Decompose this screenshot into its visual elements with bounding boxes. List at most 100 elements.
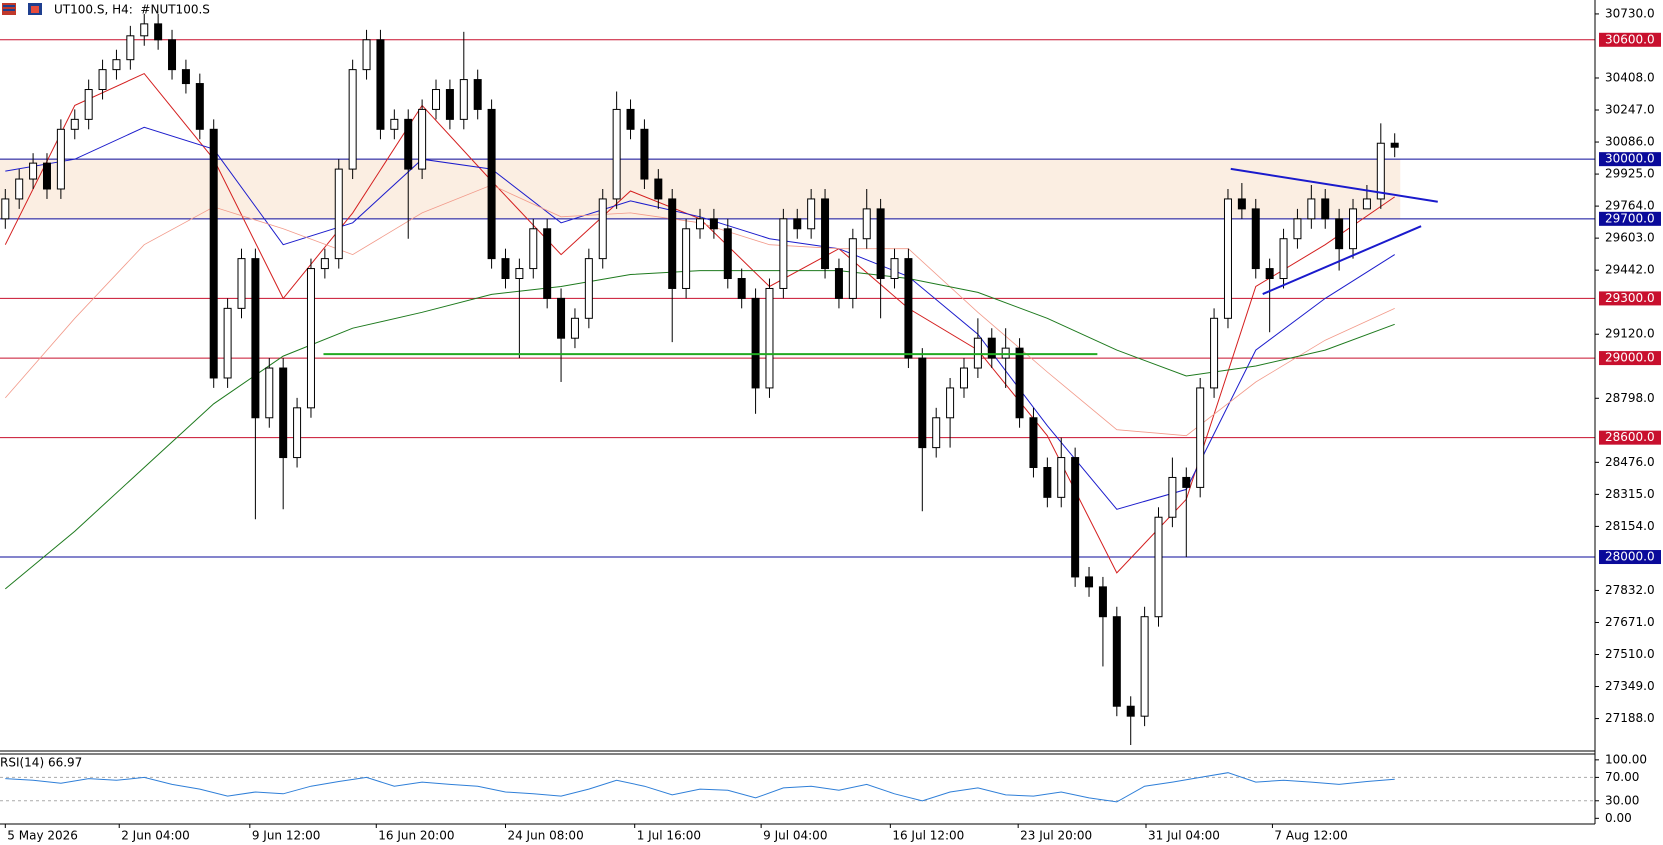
icon xyxy=(3,5,15,7)
y-tick-label: 29764.0 xyxy=(1605,199,1655,213)
plot-layer xyxy=(0,13,1595,803)
candle-body xyxy=(876,208,885,280)
candle-body xyxy=(654,178,663,200)
candle-body xyxy=(1237,198,1246,210)
y-tick-label: 29120.0 xyxy=(1605,327,1655,341)
candle-body xyxy=(570,317,579,339)
candle-body xyxy=(709,218,718,230)
level-label: 29000.0 xyxy=(1605,351,1655,365)
x-tick-label: 1 Jul 16:00 xyxy=(637,829,701,843)
x-tick-label: 7 Aug 12:00 xyxy=(1274,829,1347,843)
level-label: 30600.0 xyxy=(1605,32,1655,46)
candle-body xyxy=(1321,198,1330,220)
trendline xyxy=(1262,225,1422,295)
x-tick-label: 2 Jun 04:00 xyxy=(121,829,190,843)
candle-body xyxy=(1182,476,1191,488)
candle-body xyxy=(1015,347,1024,419)
candle-body xyxy=(473,79,482,110)
candle-body xyxy=(1126,705,1135,717)
x-tick-label: 16 Jul 12:00 xyxy=(892,829,964,843)
level-label-bg xyxy=(1599,211,1661,226)
candle-body xyxy=(598,198,607,260)
candle-body xyxy=(195,83,204,130)
candle-body xyxy=(98,69,107,91)
y-tick-label: 29442.0 xyxy=(1605,263,1655,277)
candle-body xyxy=(1057,457,1066,498)
candle-body xyxy=(376,39,385,130)
y-tick-label: 27671.0 xyxy=(1605,615,1655,629)
candle-body xyxy=(15,178,24,200)
candle-body xyxy=(557,297,566,339)
candle-body xyxy=(1362,198,1371,210)
candle-body xyxy=(1098,586,1107,618)
candle-body xyxy=(682,228,691,289)
y-tick-label: 27188.0 xyxy=(1605,711,1655,725)
candle-body xyxy=(265,367,274,419)
candle-body xyxy=(42,162,51,190)
candle-body xyxy=(501,258,510,280)
chart-title: UT100.S, H4: #NUT100.S xyxy=(54,3,210,17)
candle-body xyxy=(445,89,454,120)
candle-body xyxy=(1196,387,1205,488)
candle-body xyxy=(904,258,913,359)
candle-body xyxy=(834,268,843,299)
rsi-label: RSI(14) 66.97 xyxy=(0,756,82,770)
level-label-bg xyxy=(1599,152,1661,167)
level-label: 28600.0 xyxy=(1605,430,1655,444)
candle-body xyxy=(29,162,38,180)
level-label-bg xyxy=(1599,32,1661,47)
candle-body xyxy=(348,69,357,170)
y-tick-label: 30086.0 xyxy=(1605,135,1655,149)
y-tick-label: 30408.0 xyxy=(1605,70,1655,84)
x-tick-label: 24 Jun 08:00 xyxy=(507,829,583,843)
candle-body xyxy=(862,208,871,240)
y-tick-label: 30730.0 xyxy=(1605,6,1655,20)
candle-body xyxy=(807,198,816,230)
candle-body xyxy=(515,268,524,280)
candle-body xyxy=(1140,616,1149,717)
icon xyxy=(31,6,39,13)
rsi-tick-label: 0.00 xyxy=(1605,811,1632,825)
candle-body xyxy=(1223,198,1232,319)
y-tick-label: 28476.0 xyxy=(1605,455,1655,469)
candle-body xyxy=(168,39,177,71)
candle-body xyxy=(209,128,218,379)
y-tick-label: 29925.0 xyxy=(1605,167,1655,181)
y-tick-label: 27510.0 xyxy=(1605,647,1655,661)
level-label: 29700.0 xyxy=(1605,211,1655,225)
candle-body xyxy=(1071,457,1080,578)
x-tick-label: 16 Jun 20:00 xyxy=(378,829,454,843)
candle-body xyxy=(56,128,65,190)
candle-body xyxy=(1335,218,1344,250)
candle-body xyxy=(765,287,774,389)
candle-body xyxy=(779,218,788,289)
rsi-tick-label: 70.00 xyxy=(1605,770,1639,784)
rsi-tick-label: 100.00 xyxy=(1605,752,1647,766)
candle-body xyxy=(737,278,746,299)
candle-body xyxy=(751,297,760,389)
y-tick-label: 30247.0 xyxy=(1605,103,1655,117)
candle-body xyxy=(1293,218,1302,240)
x-tick-label: 5 May 2026 xyxy=(7,829,78,843)
candle-body xyxy=(640,128,649,180)
candle-body xyxy=(237,258,246,309)
candle-body xyxy=(918,357,927,449)
candle-body xyxy=(848,238,857,299)
x-tick-label: 9 Jun 12:00 xyxy=(252,829,321,843)
candle-body xyxy=(1,198,10,220)
candle-body xyxy=(181,69,190,85)
y-tick-label: 28315.0 xyxy=(1605,487,1655,501)
toolbar-icons xyxy=(2,3,42,15)
trendline xyxy=(1230,167,1438,203)
candle-body xyxy=(112,59,121,71)
y-tick-label: 27832.0 xyxy=(1605,583,1655,597)
x-tick-label: 31 Jul 04:00 xyxy=(1148,829,1220,843)
rsi-tick-label: 30.00 xyxy=(1605,793,1639,807)
candle-body xyxy=(251,258,260,419)
candle-body xyxy=(362,39,371,71)
x-tick-label: 23 Jul 20:00 xyxy=(1020,829,1092,843)
candle-body xyxy=(70,118,79,130)
candle-body xyxy=(1251,208,1260,270)
candle-body xyxy=(1307,198,1316,220)
candle-body xyxy=(126,35,135,61)
